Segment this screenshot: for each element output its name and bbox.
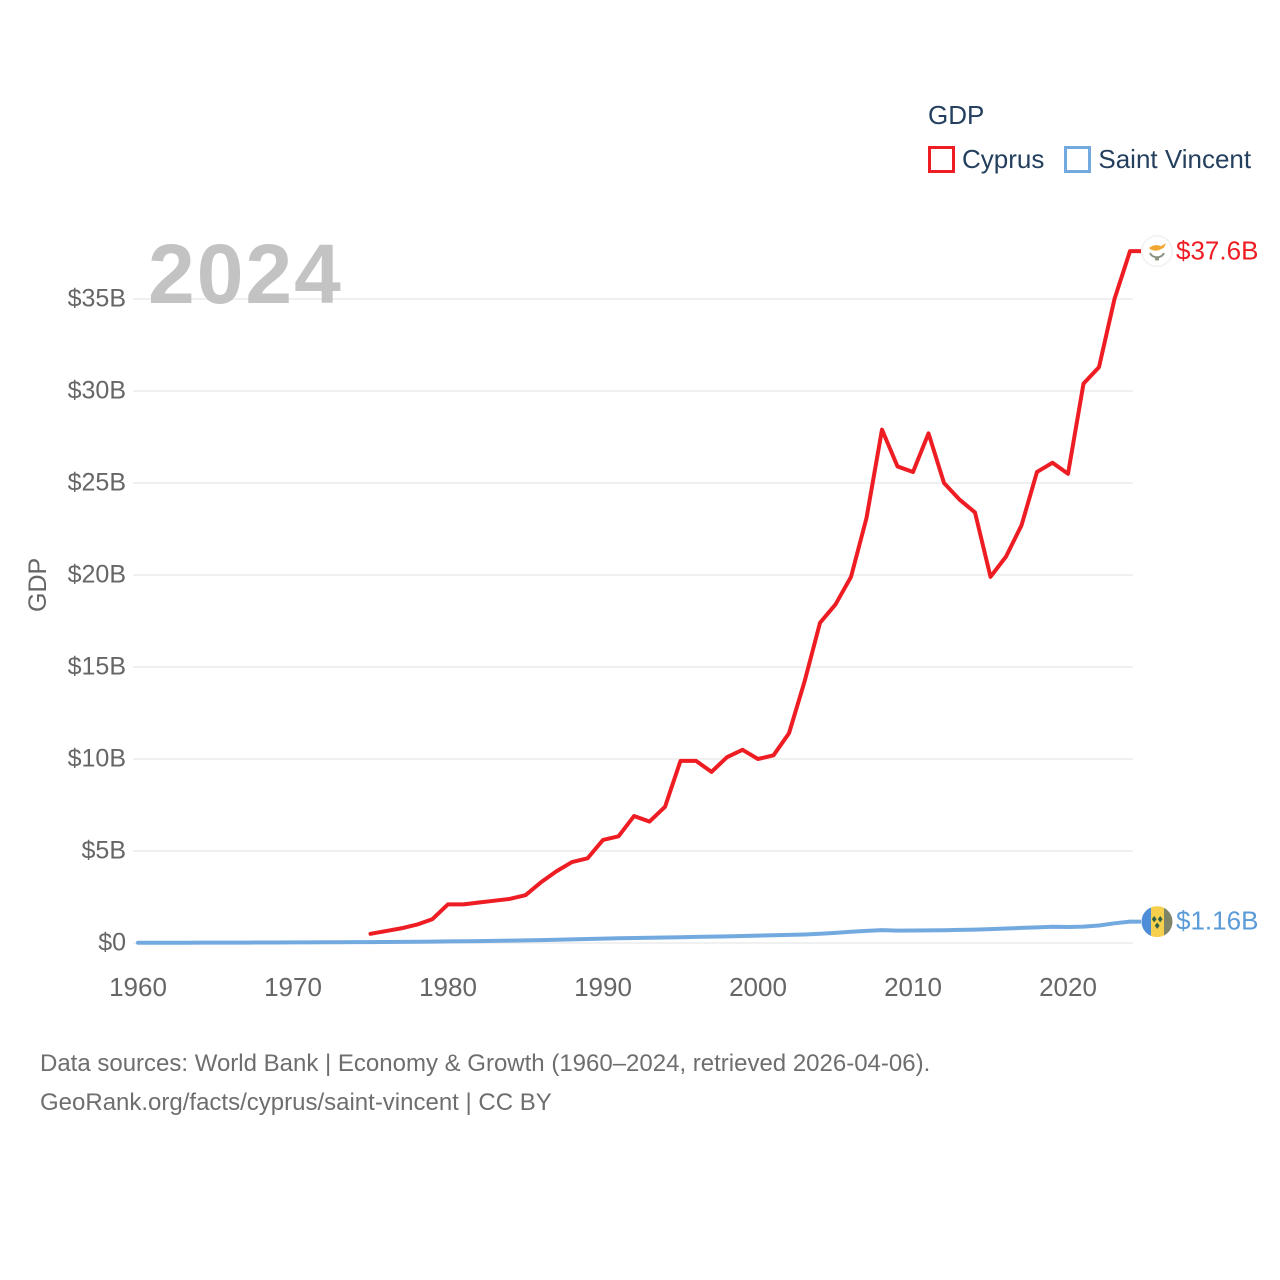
cyprus-gdp-line[interactable] xyxy=(368,249,1132,936)
chart-legend: GDP Cyprus Saint Vincent xyxy=(928,100,1251,175)
x-tick-label: 2000 xyxy=(729,972,787,1002)
x-tick-label: 1980 xyxy=(419,972,477,1002)
data-sources-line: Data sources: World Bank | Economy & Gro… xyxy=(40,1050,931,1077)
legend-item-label: Cyprus xyxy=(962,144,1045,174)
x-tick-label: 2020 xyxy=(1039,972,1097,1002)
cyprus-end-value-label: $37.6B xyxy=(1176,235,1259,266)
y-tick-label: $35B xyxy=(67,284,126,313)
saint-vincent-flag-icon xyxy=(1141,906,1173,938)
cyprus-series-swatch xyxy=(928,146,955,173)
cyprus-flag-icon xyxy=(1141,235,1173,268)
y-tick-label: $0 xyxy=(98,928,126,957)
legend-item-cyprus[interactable]: Cyprus xyxy=(928,144,1044,175)
x-tick-label: 1990 xyxy=(574,972,632,1002)
y-tick-label: $25B xyxy=(67,468,126,497)
saint-vincent-gdp-line[interactable] xyxy=(136,919,1132,945)
y-tick-label: $5B xyxy=(81,836,126,865)
x-tick-label: 1970 xyxy=(264,972,322,1002)
y-axis-title: GDP xyxy=(24,557,52,612)
legend-title: GDP xyxy=(928,100,985,130)
saint-vincent-series-swatch xyxy=(1064,146,1092,173)
y-tick-label: $15B xyxy=(67,652,126,681)
legend-item-label: Saint Vincent xyxy=(1098,144,1252,174)
chart-footer: Data sources: World Bank | Economy & Gro… xyxy=(40,1044,930,1122)
y-tick-label: $10B xyxy=(67,744,126,773)
year-watermark: 2024 xyxy=(148,227,343,321)
y-tick-label: $30B xyxy=(67,376,126,405)
y-tick-label: $20B xyxy=(67,560,126,589)
legend-item-saint-vincent[interactable]: Saint Vincent xyxy=(1064,144,1251,175)
x-tick-label: 1960 xyxy=(109,972,167,1002)
saint-vincent-end-value-label: $1.16B xyxy=(1176,905,1259,936)
attribution-line: GeoRank.org/facts/cyprus/saint-vincent |… xyxy=(40,1089,552,1116)
x-tick-label: 2010 xyxy=(884,972,942,1002)
legend-items: Cyprus Saint Vincent xyxy=(928,144,1251,175)
